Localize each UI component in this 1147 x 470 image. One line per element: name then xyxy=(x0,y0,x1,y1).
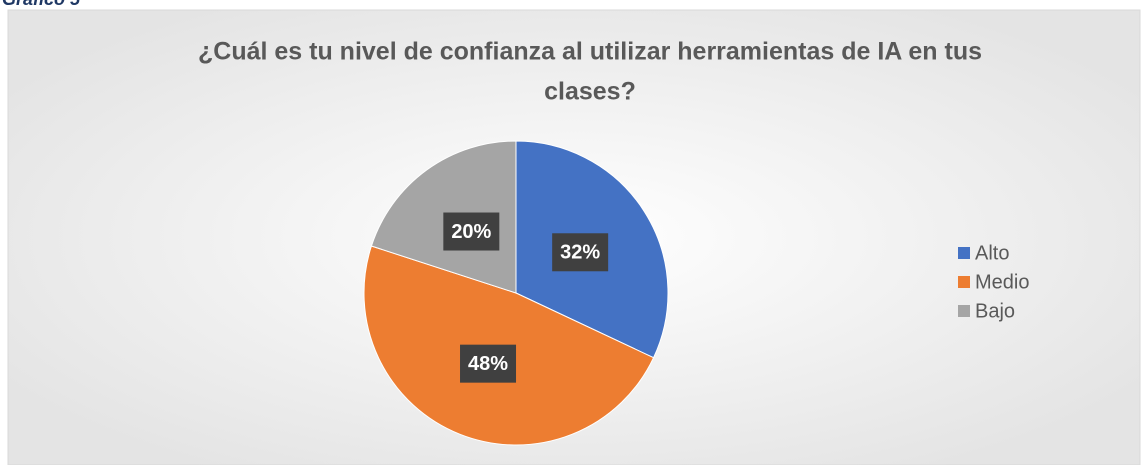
legend-label: Medio xyxy=(975,271,1029,293)
legend-swatch xyxy=(958,276,970,288)
chart-title: clases? xyxy=(544,78,636,106)
chart-title: ¿Cuál es tu nivel de confianza al utiliz… xyxy=(198,38,982,66)
legend-label: Bajo xyxy=(975,300,1015,322)
data-label-box xyxy=(552,233,609,272)
data-label: 20% xyxy=(451,221,491,243)
data-label: 48% xyxy=(468,353,508,375)
data-label-box xyxy=(460,344,517,383)
legend-swatch xyxy=(958,305,970,317)
legend-swatch xyxy=(958,247,970,259)
figure-label: Gráfico 5 xyxy=(2,0,81,9)
data-label: 32% xyxy=(560,242,600,264)
legend-label: Alto xyxy=(975,242,1009,264)
data-label-box xyxy=(443,212,500,251)
